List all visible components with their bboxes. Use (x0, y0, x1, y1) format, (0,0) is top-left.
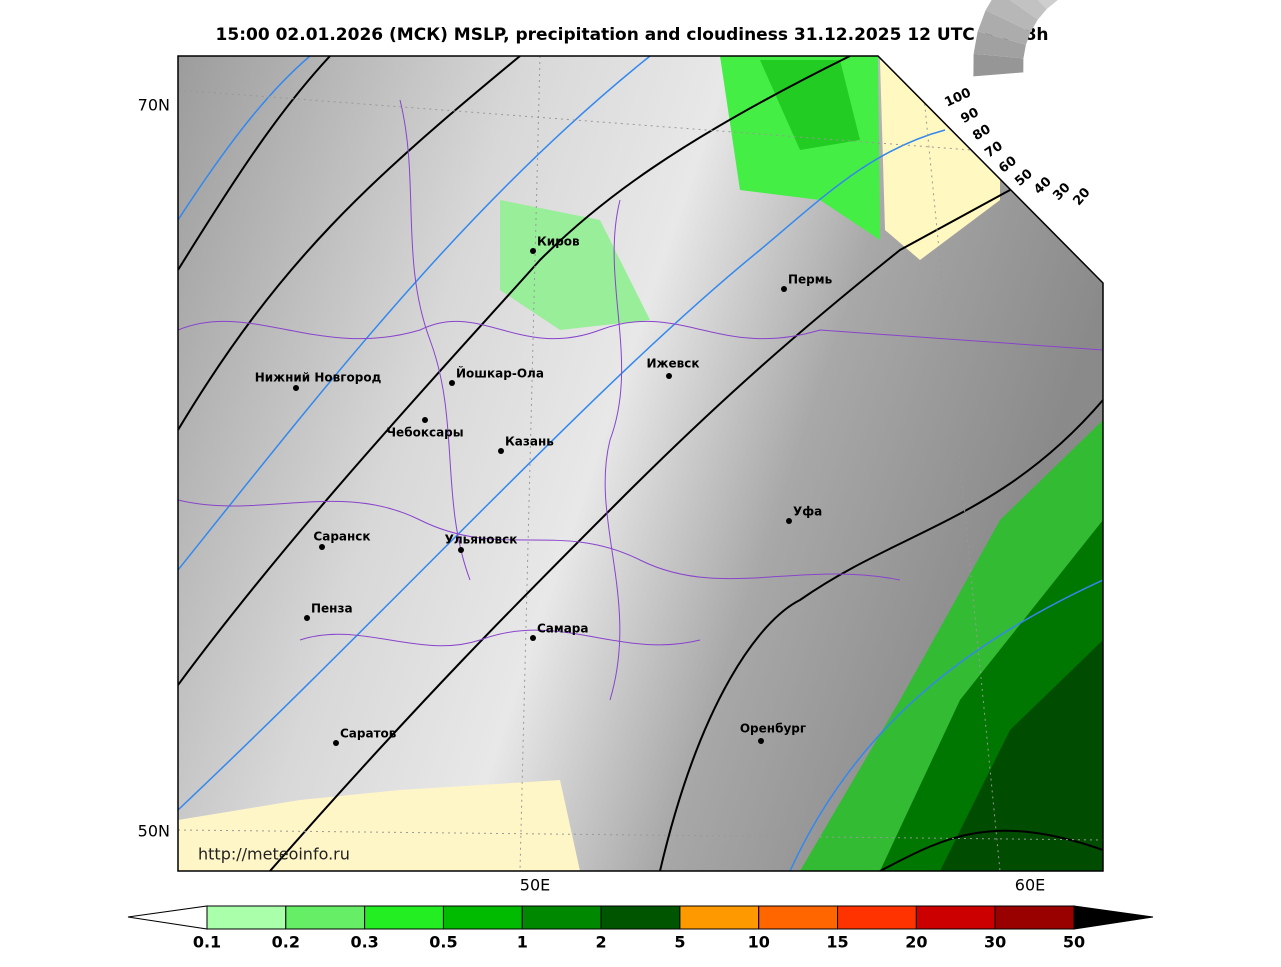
colorbar-swatch (916, 906, 995, 929)
city-dot (422, 417, 428, 423)
cloud-scale-label: 30 (1050, 180, 1073, 203)
colorbar-swatch (522, 906, 601, 929)
colorbar-label: 1 (517, 933, 528, 952)
colorbar-swatch (207, 906, 286, 929)
city-dot (786, 518, 792, 524)
city-dot (530, 248, 536, 254)
cloud-scale-label: 70 (982, 139, 1005, 162)
lat-label: 70N (138, 96, 170, 115)
colorbar-swatch (759, 906, 838, 929)
colorbar-swatch (601, 906, 680, 929)
city-dot (498, 448, 504, 454)
lat-label: 50N (138, 822, 170, 841)
city-label: Чебоксары (386, 426, 463, 440)
city-dot (333, 740, 339, 746)
colorbar-swatch (365, 906, 444, 929)
colorbar-label: 0.1 (193, 933, 221, 952)
city-label: Ульяновск (445, 533, 518, 547)
city-dot (530, 635, 536, 641)
colorbar-label: 50 (1063, 933, 1085, 952)
city-dot (666, 373, 672, 379)
lon-label: 60E (1015, 876, 1045, 895)
cloud-scale-label: 90 (958, 105, 981, 127)
colorbar-label: 15 (826, 933, 848, 952)
cloud-scale-label: 80 (970, 122, 993, 144)
city-label: Йошкар-Ола (456, 366, 544, 381)
city-label: Пенза (311, 602, 353, 616)
city-label: Уфа (793, 505, 822, 519)
city-dot (319, 544, 325, 550)
city-label: Саратов (340, 727, 397, 741)
city-label: Самара (537, 622, 589, 636)
colorbar-swatch (680, 906, 759, 929)
colorbar-label: 10 (748, 933, 770, 952)
colorbar-label: 20 (905, 933, 927, 952)
city-dot (304, 615, 310, 621)
colorbar-label: 0.5 (429, 933, 457, 952)
colorbar-label: 0.3 (350, 933, 378, 952)
city-label: Саранск (313, 530, 370, 544)
city-dot (758, 738, 764, 744)
colorbar-label: 0.2 (272, 933, 300, 952)
colorbar-swatch (838, 906, 917, 929)
city-label: Оренбург (740, 722, 806, 736)
city-dot (458, 547, 464, 553)
city-dot (781, 286, 787, 292)
colorbar-label: 2 (596, 933, 607, 952)
lon-label: 50E (520, 876, 550, 895)
city-label: Пермь (788, 273, 833, 287)
url: http://meteoinfo.ru (198, 845, 350, 864)
city-dot (449, 380, 455, 386)
cloud-scale-label: 60 (996, 154, 1019, 177)
city-label: Ижевск (647, 357, 700, 371)
map (178, 56, 1103, 871)
colorbar-label: 30 (984, 933, 1006, 952)
title: 15:00 02.01.2026 (МСК) MSLP, precipitati… (216, 25, 1049, 45)
city-label: Киров (537, 235, 580, 249)
colorbar-swatch (443, 906, 522, 929)
colorbar-swatch (286, 906, 365, 929)
colorbar-label: 5 (674, 933, 685, 952)
city-dot (293, 385, 299, 391)
cloud-scale-label: 20 (1070, 185, 1093, 208)
city-label: Казань (505, 435, 554, 449)
colorbar: 0.1 0.2 0.3 0.5 1 2 5 10 15 20 30 50 (128, 906, 1153, 952)
city-label: Нижний Новгород (255, 371, 382, 385)
colorbar-swatch (995, 906, 1074, 929)
cloud-scale-label: 100 (943, 85, 974, 110)
